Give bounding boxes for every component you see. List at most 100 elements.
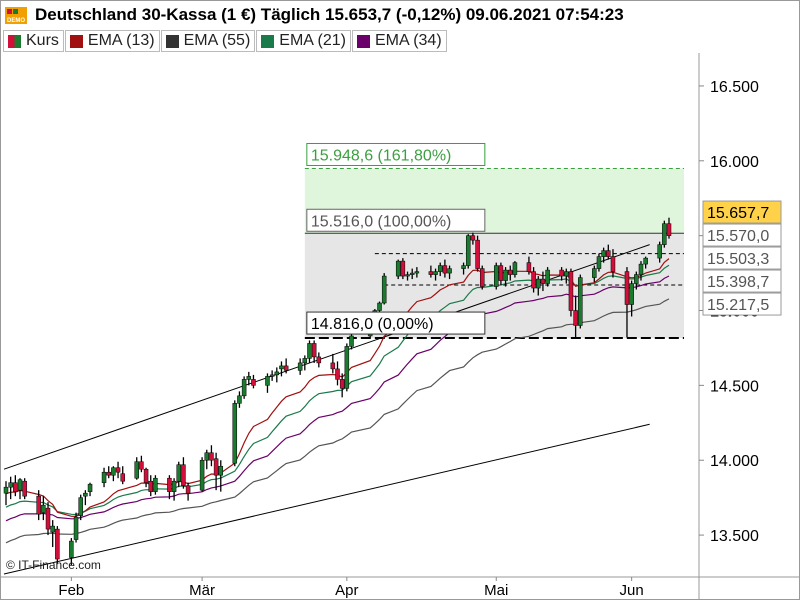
- price-label-box: [702, 200, 782, 224]
- candle-body: [545, 269, 550, 284]
- candle-body: [330, 362, 336, 370]
- candle-body: [657, 244, 662, 259]
- legend-item[interactable]: EMA (13): [64, 30, 160, 52]
- indicator-legend: Kurs EMA (13) EMA (55) EMA (21) EMA (34): [3, 30, 448, 52]
- candle-body: [493, 265, 499, 287]
- candle-body: [101, 471, 107, 483]
- candle-body: [120, 473, 125, 482]
- candle-body: [508, 269, 513, 275]
- candle-body: [409, 272, 415, 275]
- candle-body: [134, 461, 139, 479]
- candle-body: [526, 262, 532, 272]
- candle-body: [279, 365, 284, 370]
- chart-title: Deutschland 30-Kassa (1 €) Täglich 15.65…: [35, 5, 624, 24]
- candle-body: [265, 376, 270, 386]
- candle-body: [17, 479, 23, 491]
- legend-item[interactable]: EMA (34): [351, 30, 447, 52]
- price-label-box: [702, 246, 782, 270]
- fib-label-text: 15.948,6 (161,80%): [311, 147, 452, 164]
- fib-label-text: 15.516,0 (100,00%): [311, 213, 452, 230]
- candle-body: [13, 482, 18, 492]
- candle-body: [559, 269, 564, 277]
- candles-group: [3, 217, 672, 566]
- candle-body: [400, 260, 406, 277]
- candle-body: [442, 265, 448, 274]
- candle-body: [503, 269, 508, 281]
- candle-body: [176, 464, 182, 482]
- candle-body: [8, 482, 13, 488]
- candle-body: [578, 277, 583, 326]
- candle-body: [302, 358, 308, 364]
- candle-body: [83, 492, 88, 497]
- candle-body: [218, 465, 224, 476]
- candle-body: [297, 362, 303, 371]
- candle-body: [395, 260, 401, 277]
- demo-badge-icon: DEMO: [5, 7, 27, 24]
- candle-body: [643, 257, 648, 265]
- candle-body: [624, 271, 630, 305]
- legend-label: EMA (34): [374, 32, 442, 49]
- candle-body: [87, 483, 93, 492]
- candle-body: [465, 235, 471, 266]
- price-label-text: 15.570,0: [707, 228, 769, 245]
- legend-item[interactable]: Kurs: [3, 30, 64, 52]
- candle-body: [185, 485, 191, 494]
- candle-body: [662, 223, 667, 245]
- candle-body: [447, 268, 452, 274]
- candle-body: [573, 310, 578, 326]
- price-label: 15.217,5: [702, 292, 782, 316]
- candle-body: [479, 268, 485, 287]
- candle-body: [634, 274, 639, 284]
- candle-body: [50, 525, 55, 533]
- legend-swatch: [165, 34, 179, 48]
- candle-body: [199, 459, 205, 491]
- candle-body: [181, 464, 186, 486]
- candle-body: [335, 368, 340, 380]
- candle-body: [414, 271, 420, 274]
- fib-label: 14.816,0 (0,00%): [306, 311, 486, 335]
- price-label-box: [702, 223, 782, 247]
- candle-body: [531, 271, 536, 289]
- candle-body: [153, 477, 158, 492]
- candle-body: [237, 395, 242, 404]
- candle-body: [78, 497, 83, 516]
- legend-label: EMA (21): [279, 32, 346, 49]
- price-label-box: [702, 269, 782, 293]
- candle-body: [638, 263, 644, 275]
- candle-body: [307, 343, 312, 359]
- candle-body: [106, 471, 111, 476]
- candle-body: [381, 275, 387, 304]
- x-tick-label: Apr: [335, 582, 358, 599]
- candle-body: [246, 376, 252, 380]
- legend-item[interactable]: EMA (55): [160, 30, 256, 52]
- ema-21-line: [5, 264, 670, 516]
- y-tick-label: 16.000: [710, 154, 759, 171]
- legend-swatch: [356, 34, 370, 48]
- fib-label-box: [306, 311, 486, 335]
- candle-body: [344, 346, 350, 389]
- x-tick-label: Mär: [189, 582, 215, 599]
- candle-body: [269, 374, 275, 377]
- fib-label: 15.516,0 (100,00%): [306, 208, 486, 232]
- candle-body: [139, 461, 144, 470]
- candle-body: [512, 262, 518, 275]
- legend-swatch: [261, 34, 275, 48]
- candle-body: [377, 302, 382, 311]
- candle-body: [606, 250, 611, 257]
- legend-swatch: [8, 34, 21, 48]
- candle-body: [596, 256, 602, 269]
- fib-label-text: 14.816,0 (0,00%): [311, 316, 434, 333]
- legend-item[interactable]: EMA (21): [256, 30, 351, 52]
- candle-body: [55, 528, 60, 560]
- x-tick-label: Mai: [484, 582, 508, 599]
- price-label: 15.657,7: [702, 200, 782, 224]
- candle-body: [316, 356, 322, 364]
- x-tick-label: Feb: [58, 582, 84, 599]
- legend-label: EMA (55): [183, 32, 251, 49]
- candle-body: [592, 268, 597, 278]
- fib-label: 15.948,6 (161,80%): [306, 142, 486, 166]
- candle-body: [461, 265, 466, 269]
- candle-body: [470, 235, 476, 241]
